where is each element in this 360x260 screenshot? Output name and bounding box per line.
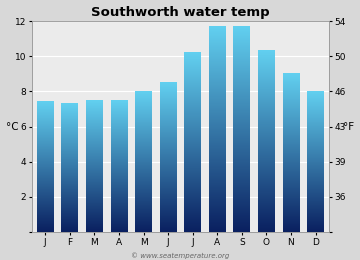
Y-axis label: °F: °F xyxy=(343,122,355,132)
Text: © www.seatemperature.org: © www.seatemperature.org xyxy=(131,252,229,259)
Y-axis label: °C: °C xyxy=(5,122,18,132)
Title: Southworth water temp: Southworth water temp xyxy=(91,5,270,18)
